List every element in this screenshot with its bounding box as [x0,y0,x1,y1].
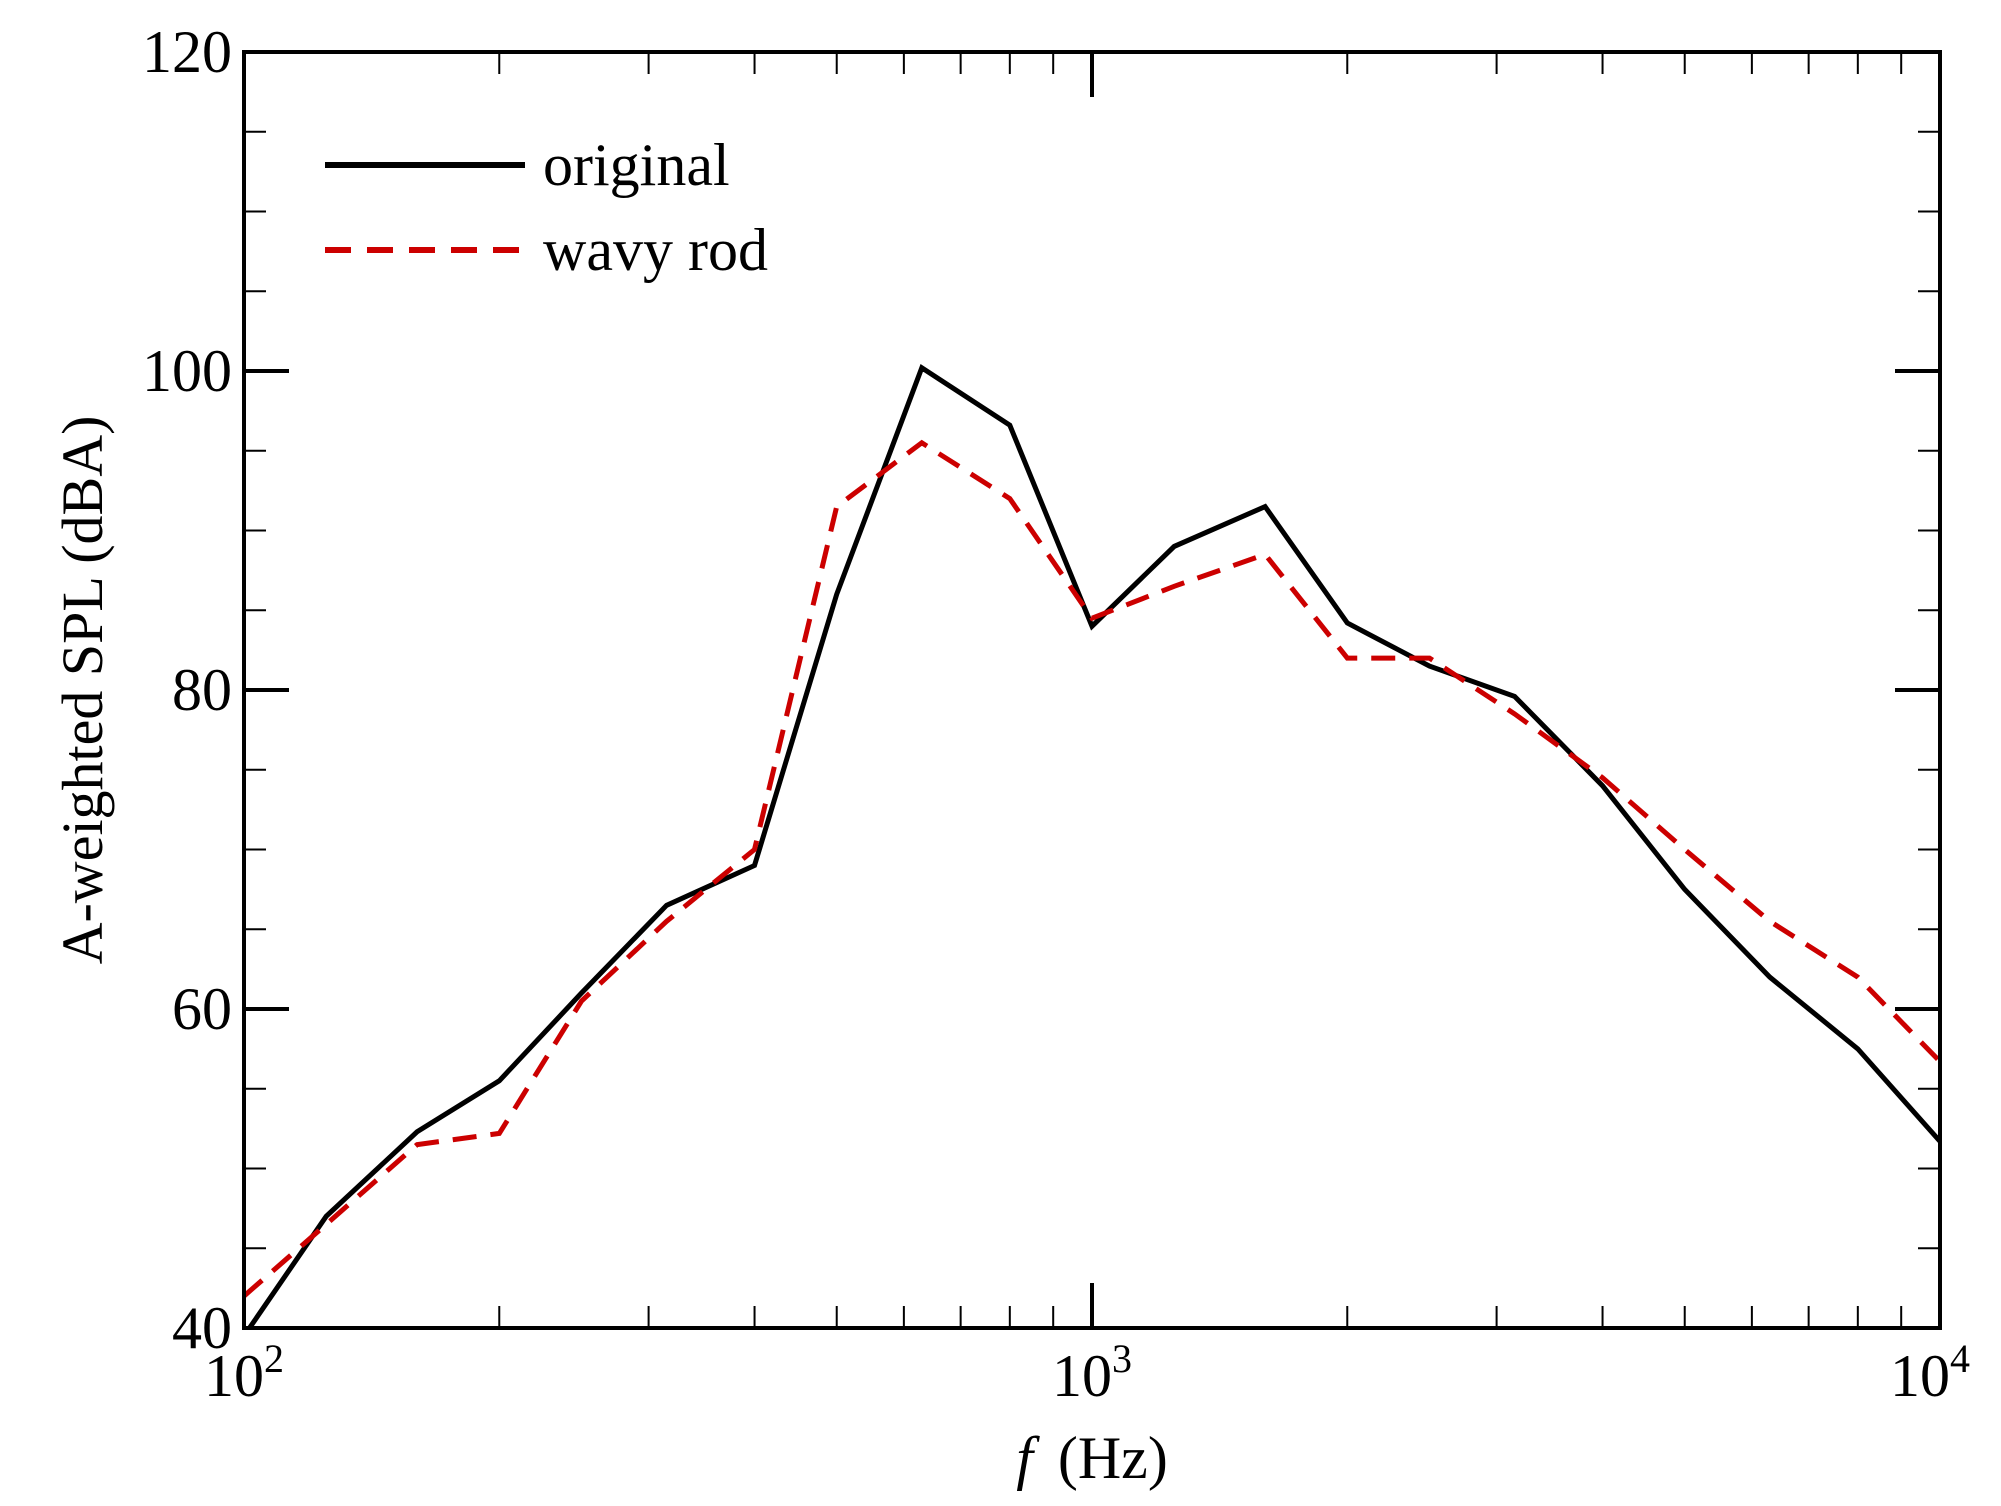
y-axis-label: A-weighted SPL (dBA) [50,416,115,965]
major-ticks [242,50,1942,1330]
x-tick-base: 10 [1890,1343,1950,1409]
x-tick-exponent: 2 [264,1336,284,1381]
x-axis-symbol: f [1016,1425,1040,1491]
x-tick-exponent: 3 [1112,1336,1132,1381]
y-tick-label: 80 [172,657,232,723]
y-tick-labels: 40 60 80 100 120 [142,19,232,1361]
y-tick-label: 120 [142,19,232,85]
x-tick-label: 102 [204,1336,284,1409]
y-tick-label: 60 [172,976,232,1042]
series-line-original [246,364,1940,1328]
legend-label-original: original [543,132,730,198]
y-tick-label: 40 [172,1295,232,1361]
x-axis-label: f (Hz) [1016,1425,1168,1491]
x-tick-label: 103 [1052,1336,1132,1409]
x-tick-label: 104 [1890,1336,1970,1409]
legend: original wavy rod [325,132,768,283]
plot-frame [242,50,1942,1330]
series-line-wavy-rod [244,439,1940,1298]
x-tick-base: 10 [204,1343,264,1409]
x-tick-base: 10 [1052,1343,1112,1409]
legend-label-wavy-rod: wavy rod [543,217,768,283]
y-tick-label: 100 [142,338,232,404]
x-tick-exponent: 4 [1950,1336,1970,1381]
x-axis-unit: (Hz) [1058,1425,1168,1491]
x-tick-labels: 102 103 104 [204,1336,1970,1409]
series-layer [244,364,1940,1328]
minor-ticks [244,52,1940,1328]
